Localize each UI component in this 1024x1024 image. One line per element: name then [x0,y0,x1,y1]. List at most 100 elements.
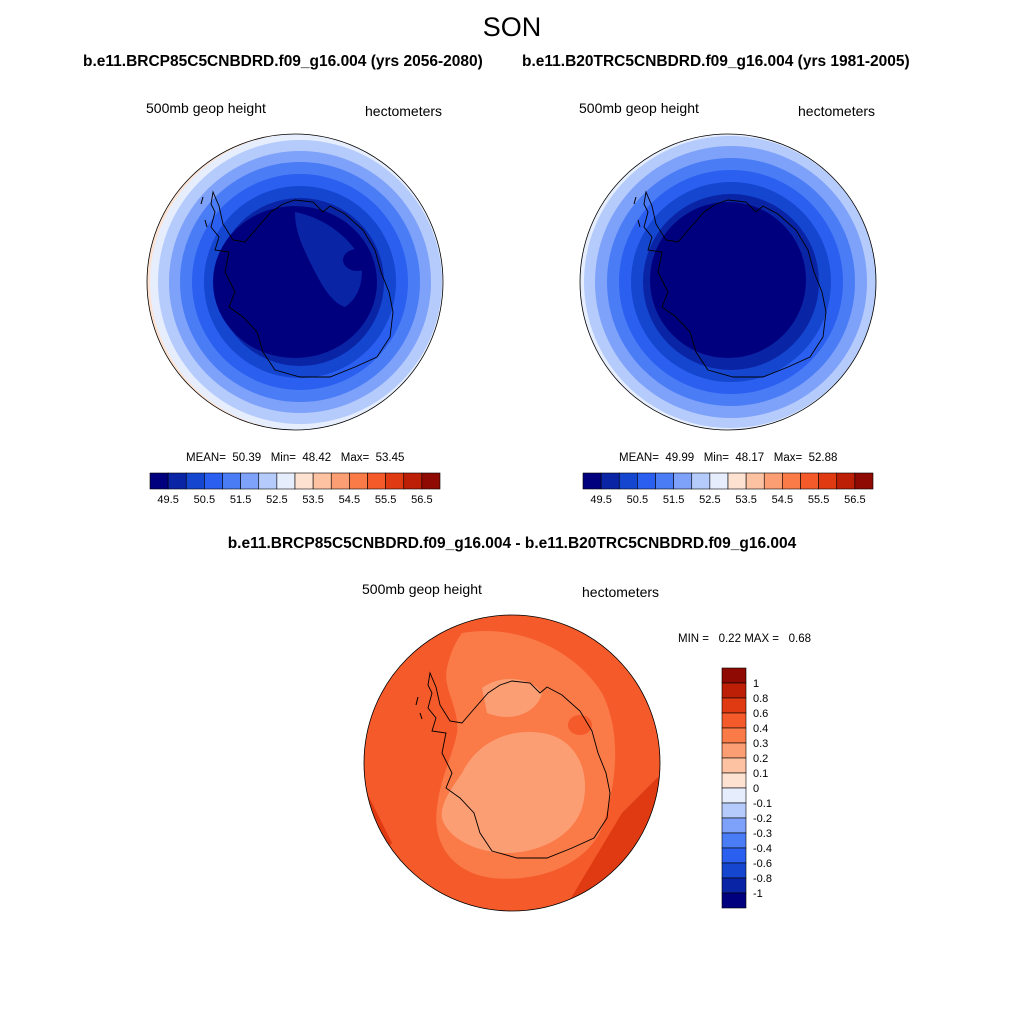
diff-max-value: 0.68 [788,633,812,645]
left-case-title: b.e11.BRCP85C5CNBDRD.f09_g16.004 (yrs 20… [83,53,483,70]
colorbar-swatch [421,472,441,490]
colorbar-tick-label: 0.4 [753,723,768,735]
colorbar-swatch [763,472,783,490]
colorbar-tick-label: -0.3 [753,828,772,840]
colorbar-swatch [582,472,602,490]
colorbar-swatch [745,472,765,490]
colorbar-swatch [600,472,620,490]
colorbar-swatch [721,817,747,834]
left-max-value: 53.45 [375,452,405,464]
colorbar-tick-label: 55.5 [375,494,396,506]
left-polar-map [146,133,444,431]
colorbar-swatch [349,472,368,490]
left-field-label: 500mb geop height [146,100,266,116]
colorbar-tick-label: -0.2 [753,813,772,825]
colorbar-swatch [721,847,747,864]
diff-title: b.e11.BRCP85C5CNBDRD.f09_g16.004 - b.e11… [227,535,797,552]
colorbar-tick-label: 0.1 [753,768,768,780]
colorbar-swatch [721,682,747,699]
colorbar-swatch [836,472,856,490]
right-max-value: 52.88 [808,452,838,464]
right-colorbar: 49.5 50.5 51.5 52.5 53.5 54.5 55.5 56.5 [582,472,874,506]
colorbar-tick-label: 55.5 [808,494,829,506]
left-min-value: 48.42 [302,452,332,464]
colorbar-tick-label: 56.5 [411,494,432,506]
colorbar-swatch [854,472,874,490]
diff-min-value: 0.22 [718,633,741,645]
colorbar-swatch [330,472,350,490]
colorbar-swatch [727,472,747,490]
colorbar-tick-label: 0.2 [753,753,768,765]
diff-minmax: MIN = 0.22 MAX = 0.68 [678,633,811,645]
right-field-label: 500mb geop height [579,100,699,116]
colorbar-tick-label: 49.5 [157,494,178,506]
colorbar-swatch [721,727,747,744]
colorbar-swatch [721,802,747,819]
colorbar-tick-label: 0.8 [753,693,768,705]
colorbar-swatch [618,472,638,490]
colorbar-tick-label: 56.5 [844,494,865,506]
colorbar-tick-label: 1 [753,678,759,690]
colorbar-swatch [294,472,314,490]
colorbar-swatch [721,667,747,684]
colorbar-tick-label: 54.5 [339,494,360,506]
colorbar-tick-label: -0.4 [753,843,772,855]
colorbar-tick-label: 49.5 [590,494,611,506]
colorbar-swatch [721,787,747,804]
left-units-label: hectometers [365,103,443,119]
colorbar-swatch [655,472,674,490]
colorbar-tick-label: 50.5 [194,494,215,506]
colorbar-tick-label: 0.3 [753,738,768,750]
colorbar-swatch [721,697,747,714]
colorbar-tick-label: 51.5 [230,494,251,506]
colorbar-tick-label: 0.6 [753,708,768,720]
colorbar-tick-label: 0 [753,783,759,795]
left-colorbar: 49.5 50.5 51.5 52.5 53.5 54.5 55.5 56.5 [149,472,441,506]
right-case-title: b.e11.B20TRC5CNBDRD.f09_g16.004 (yrs 198… [522,53,910,70]
colorbar-swatch [818,472,838,490]
left-max-label: Max= [340,452,370,464]
colorbar-tick-label: 52.5 [699,494,720,506]
colorbar-swatch [367,472,386,490]
colorbar-swatch [167,472,187,490]
colorbar-swatch [721,757,747,774]
colorbar-swatch [204,472,223,490]
colorbar-swatch [721,772,747,789]
colorbar-swatch [721,832,747,849]
colorbar-tick-label: 52.5 [266,494,287,506]
colorbar-tick-label: 51.5 [663,494,684,506]
colorbar-tick-label: -0.1 [753,798,772,810]
colorbar-tick-label: 50.5 [627,494,648,506]
left-mean-label: MEAN= [186,452,226,464]
colorbar-tick-label: -0.8 [753,873,772,885]
colorbar-swatch [721,742,747,759]
colorbar-swatch [691,472,711,490]
diff-field-label: 500mb geop height [362,581,482,597]
right-stats: MEAN= 49.99 Min= 48.17 Max= 52.88 [619,452,837,464]
colorbar-swatch [149,472,169,490]
left-mean-value: 50.39 [232,452,262,464]
colorbar-swatch [385,472,405,490]
left-stats: MEAN= 50.39 Min= 48.42 Max= 53.45 [186,452,404,464]
colorbar-swatch [222,472,241,490]
colorbar-swatch [637,472,656,490]
diff-units-label: hectometers [582,584,660,600]
right-min-label: Min= [703,452,729,464]
colorbar-swatch [721,712,747,729]
colorbar-swatch [782,472,801,490]
colorbar-swatch [276,472,296,490]
colorbar-swatch [240,472,260,490]
diff-polar-map [363,614,661,912]
left-min-label: Min= [270,452,296,464]
colorbar-swatch [721,892,747,909]
colorbar-tick-label: 53.5 [302,494,323,506]
colorbar-swatch [709,472,729,490]
colorbar-swatch [185,472,205,490]
diff-max-label: MAX = [744,633,780,645]
right-max-label: Max= [773,452,803,464]
colorbar-tick-label: 54.5 [772,494,793,506]
right-polar-map [579,133,877,431]
colorbar-tick-label: 53.5 [735,494,756,506]
right-min-value: 48.17 [735,452,765,464]
colorbar-tick-label: -0.6 [753,858,772,870]
